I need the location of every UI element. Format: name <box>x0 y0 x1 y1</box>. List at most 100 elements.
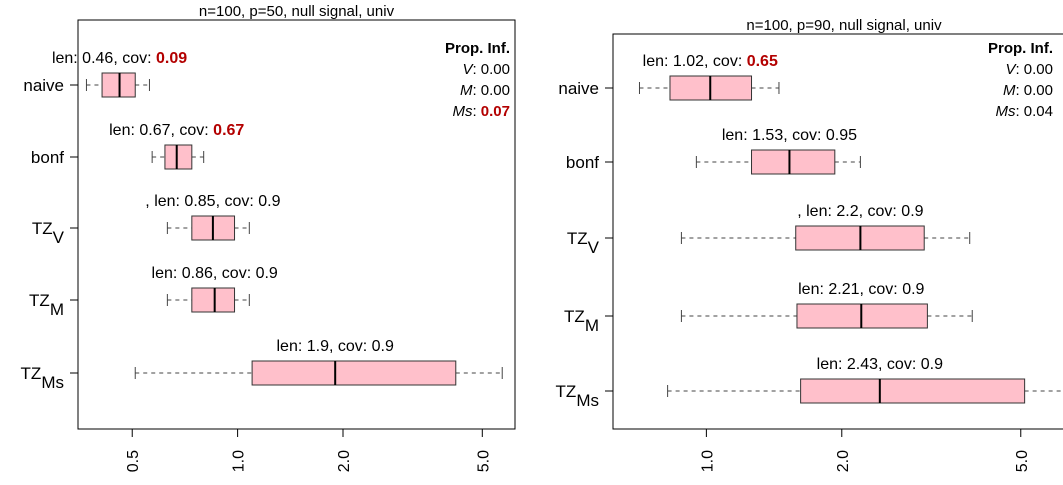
row-label-main: TZ <box>32 219 53 238</box>
box-annotation: len: 0.67, cov: 0.67 <box>109 122 244 139</box>
annotation-text: len: 1.9, cov: 0.9 <box>276 338 394 355</box>
annotation-text: len: 0.67, cov: <box>109 122 213 139</box>
legend-row: M: 0.00 <box>1003 82 1053 99</box>
legend-row-value: 0.00 <box>1024 82 1053 99</box>
row-label-sub: V <box>53 228 65 247</box>
box-annotation: len: 0.46, cov: 0.09 <box>52 50 187 67</box>
legend-row: Ms: 0.07 <box>452 103 510 120</box>
row-label-sub: Ms <box>41 373 64 392</box>
row-label: TZV <box>567 229 600 257</box>
x-tick-label: 2.0 <box>336 450 353 472</box>
row-label-sub: M <box>50 300 64 319</box>
legend-row-colon: : <box>1015 61 1023 78</box>
box-bonf: bonf len: 1.53, cov: 0.95 <box>566 127 861 175</box>
row-label-main: bonf <box>566 153 599 172</box>
box-body <box>800 378 1026 404</box>
row-label: bonf <box>566 153 599 172</box>
box-annotation: len: 2.21, cov: 0.9 <box>798 281 924 298</box>
row-label: bonf <box>31 148 64 167</box>
annotation-text: len: 0.86, cov: 0.9 <box>152 265 278 282</box>
legend-row-value: 0.00 <box>481 82 510 99</box>
panel-1: n=100, p=50, null signal, univ 0.5 1.0 2.0 5… <box>21 3 516 472</box>
plot-frame <box>612 33 1063 430</box>
row-label: TZMs <box>21 364 64 392</box>
box-tz-v: TZV , len: 0.85, cov: 0.9 <box>32 193 281 247</box>
x-tick-label: 0.5 <box>125 450 142 472</box>
box-annotation: len: 1.53, cov: 0.95 <box>722 127 857 144</box>
box-annotation: len: 1.02, cov: 0.65 <box>643 53 778 70</box>
x-tick-label: 1.0 <box>699 450 716 472</box>
row-label: naive <box>558 79 599 98</box>
box-bonf: bonf len: 0.67, cov: 0.67 <box>31 122 244 170</box>
row-label-main: naive <box>23 76 64 95</box>
x-tick-label: 5.0 <box>1014 450 1031 472</box>
legend-title: Prop. Inf. <box>445 40 510 57</box>
row-label-sub: M <box>585 316 599 335</box>
box-tz-v: TZV , len: 2.2, cov: 0.9 <box>567 203 971 257</box>
annotation-text: , len: 2.2, cov: 0.9 <box>797 203 923 220</box>
box-body <box>191 287 236 313</box>
legend-row-value: 0.07 <box>481 103 510 120</box>
legend-title: Prop. Inf. <box>988 40 1053 57</box>
legend-row-label: M <box>1003 82 1016 99</box>
row-label-main: TZ <box>21 364 42 383</box>
row-label-sub: Ms <box>576 391 599 410</box>
legend-row-label: Ms <box>452 103 472 120</box>
box-tz-ms: TZMs len: 2.43, cov: 0.9 <box>556 356 1063 410</box>
row-label: naive <box>23 76 64 95</box>
row-label-main: naive <box>558 79 599 98</box>
box-naive: naive len: 0.46, cov: 0.09 <box>23 50 187 98</box>
x-tick-label: 1.0 <box>231 450 248 472</box>
row-label-main: TZ <box>567 229 588 248</box>
legend-row-colon: : <box>1015 103 1023 120</box>
legend-row-colon: : <box>472 82 480 99</box>
row-label-main: TZ <box>556 382 577 401</box>
box-tz-ms: TZMs len: 1.9, cov: 0.9 <box>21 338 503 392</box>
legend-row-colon: : <box>472 61 480 78</box>
legend-row-colon: : <box>1015 82 1023 99</box>
annotation-text: , len: 0.85, cov: 0.9 <box>145 193 280 210</box>
annotation-coverage: 0.67 <box>213 122 244 139</box>
box-annotation: len: 0.86, cov: 0.9 <box>152 265 278 282</box>
legend-row-label: Ms <box>995 103 1015 120</box>
legend-row-colon: : <box>472 103 480 120</box>
legend-row-value: 0.00 <box>1024 61 1053 78</box>
legend-row: Ms: 0.04 <box>995 103 1053 120</box>
annotation-text: len: 1.53, cov: 0.95 <box>722 127 857 144</box>
legend-row: M: 0.00 <box>460 82 510 99</box>
box-naive: naive len: 1.02, cov: 0.65 <box>558 53 780 101</box>
row-label-main: TZ <box>29 291 50 310</box>
legend-row: V: 0.00 <box>462 61 510 78</box>
annotation-text: len: 0.46, cov: <box>52 50 156 67</box>
box-annotation: len: 2.43, cov: 0.9 <box>817 356 943 373</box>
legend-row: V: 0.00 <box>1005 61 1053 78</box>
legend-row-label: V <box>462 61 474 78</box>
annotation-text: len: 2.21, cov: 0.9 <box>798 281 924 298</box>
chart-title: n=100, p=90, null signal, univ <box>746 17 942 34</box>
legend-row-label: M <box>460 82 473 99</box>
box-annotation: , len: 2.2, cov: 0.9 <box>797 203 923 220</box>
row-label: TZM <box>564 307 599 335</box>
annotation-coverage: 0.09 <box>156 50 187 67</box>
annotation-text: len: 1.02, cov: <box>643 53 747 70</box>
box-annotation: , len: 0.85, cov: 0.9 <box>145 193 280 210</box>
box-body <box>251 360 457 386</box>
legend-row-value: 0.00 <box>481 61 510 78</box>
legend-row-label: V <box>1005 61 1017 78</box>
row-label-main: bonf <box>31 148 64 167</box>
row-label: TZMs <box>556 382 599 410</box>
box-annotation: len: 1.9, cov: 0.9 <box>276 338 394 355</box>
row-label-main: TZ <box>564 307 585 326</box>
row-label: TZM <box>29 291 64 319</box>
panel-2: n=100, p=90, null signal, univ 1.0 2.0 5.0 n… <box>556 17 1063 472</box>
annotation-text: len: 2.43, cov: 0.9 <box>817 356 943 373</box>
plot-frame <box>77 19 516 430</box>
box-body <box>164 144 193 170</box>
box-body <box>751 149 836 175</box>
legend-row-value: 0.04 <box>1024 103 1053 120</box>
